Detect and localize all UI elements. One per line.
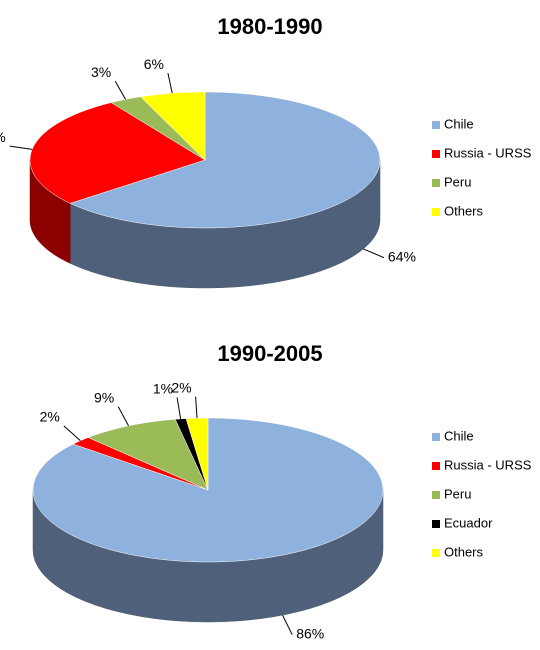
legend-swatch [432, 121, 440, 129]
pie-slice [87, 419, 209, 491]
legend-label: Russia - URSS [444, 457, 532, 472]
data-label: 86% [296, 625, 324, 641]
leader-line [114, 80, 126, 100]
data-label: 3% [91, 64, 111, 80]
legend-swatch [432, 433, 440, 441]
legend-swatch [432, 491, 440, 499]
legend-swatch [432, 549, 440, 557]
leader-line [176, 397, 182, 419]
data-label: 64% [388, 248, 416, 264]
legend-swatch [432, 179, 440, 187]
legend-label: Russia - URSS [444, 145, 532, 160]
legend-label: Peru [444, 486, 471, 501]
legend-label: Peru [444, 174, 471, 189]
leader-line [195, 396, 198, 419]
leader-line [117, 406, 129, 427]
pie-slice [69, 91, 381, 229]
legend-label: Others [444, 203, 484, 218]
legend-label: Ecuador [444, 515, 493, 530]
leader-line [282, 614, 293, 635]
data-label: 9% [94, 389, 114, 405]
data-label: 2% [171, 379, 191, 395]
data-label: 1% [153, 380, 173, 396]
legend-swatch [432, 462, 440, 470]
data-label: 6% [144, 56, 164, 72]
legend-swatch [432, 150, 440, 158]
legend-label: Chile [444, 116, 474, 131]
chart-title: 1990-2005 [217, 341, 322, 366]
leader-line [9, 145, 33, 150]
leader-line [63, 425, 81, 442]
legend-label: Chile [444, 428, 474, 443]
leader-line [363, 248, 385, 259]
leader-line [167, 73, 173, 94]
legend-label: Others [444, 544, 484, 559]
legend-swatch [432, 520, 440, 528]
data-label: 27% [0, 129, 6, 145]
legend-swatch [432, 208, 440, 216]
chart-title: 1980-1990 [217, 14, 322, 39]
data-label: 2% [40, 409, 60, 425]
